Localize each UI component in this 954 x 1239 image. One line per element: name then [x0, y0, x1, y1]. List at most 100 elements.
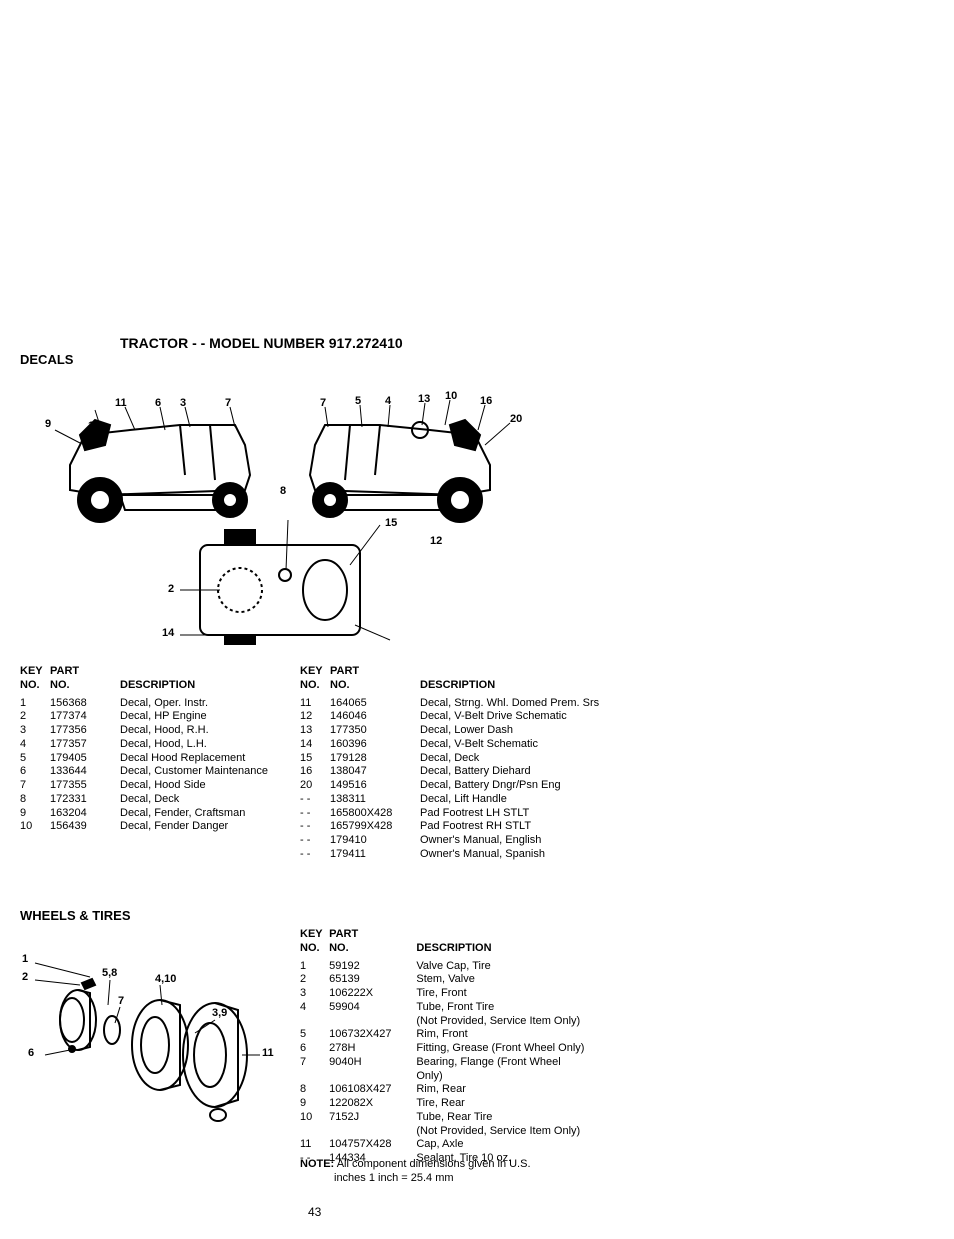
callout: 13	[88, 420, 100, 432]
decals-table-right: KEY PART NO. NO. DESCRIPTION 11164065Dec…	[300, 665, 610, 862]
table-row: 8172331Decal, Deck	[20, 793, 310, 807]
section-decals: DECALS	[20, 352, 73, 367]
cell-key: 7	[300, 1056, 329, 1070]
cell-key: - -	[300, 848, 330, 862]
table-row: 13177350Decal, Lower Dash	[300, 724, 610, 738]
cell-part: 177374	[50, 710, 120, 724]
table-row: 6133644Decal, Customer Maintenance	[20, 765, 310, 779]
cell-desc: Tube, Rear Tire	[416, 1111, 620, 1125]
callout: 2	[168, 583, 174, 595]
table-row: 1156368Decal, Oper. Instr.	[20, 697, 310, 711]
table-row: 7177355Decal, Hood Side	[20, 779, 310, 793]
cell-part: 164065	[330, 697, 420, 711]
cell-desc: Decal, Battery Diehard	[420, 765, 610, 779]
callout: 16	[480, 395, 492, 407]
cell-key: 8	[20, 793, 50, 807]
note-text2: inches 1 inch = 25.4 mm	[334, 1172, 454, 1184]
table-row: 159192Valve Cap, Tire	[300, 960, 620, 974]
callout: 4,10	[155, 973, 176, 985]
cell-desc: (Not Provided, Service Item Only)	[416, 1015, 620, 1029]
cell-key: 10	[300, 1111, 329, 1125]
table-row: 459904Tube, Front Tire	[300, 1001, 620, 1015]
table-row: 265139Stem, Valve	[300, 973, 620, 987]
cell-key: 2	[300, 973, 329, 987]
table-row: 16138047Decal, Battery Diehard	[300, 765, 610, 779]
cell-part: 278H	[329, 1042, 416, 1056]
callout: 2	[22, 971, 28, 983]
cell-part: 138311	[330, 793, 420, 807]
table-row: 2177374Decal, HP Engine	[20, 710, 310, 724]
cell-desc: Decal, Lower Dash	[420, 724, 610, 738]
callout: 9	[45, 418, 51, 430]
table-row: 3177356Decal, Hood, R.H.	[20, 724, 310, 738]
table-row: 8106108X427Rim, Rear	[300, 1083, 620, 1097]
table-row: 4177357Decal, Hood, L.H.	[20, 738, 310, 752]
hdr-part2: NO.	[330, 679, 420, 693]
cell-part: 165799X428	[330, 820, 420, 834]
cell-part: 179410	[330, 834, 420, 848]
hdr-desc: DESCRIPTION	[416, 942, 620, 956]
section-wheels: WHEELS & TIRES	[20, 908, 131, 923]
hdr-part: PART	[330, 665, 420, 679]
callout: 4	[385, 395, 391, 407]
cell-part	[329, 1015, 416, 1029]
cell-key: - -	[300, 834, 330, 848]
cell-key: 1	[300, 960, 329, 974]
cell-desc: Decal, Hood Side	[120, 779, 310, 793]
cell-key: 9	[20, 807, 50, 821]
table-row: - -179411Owner's Manual, Spanish	[300, 848, 610, 862]
cell-part: 156368	[50, 697, 120, 711]
cell-key	[300, 1015, 329, 1029]
cell-key: 16	[300, 765, 330, 779]
cell-key: 2	[20, 710, 50, 724]
cell-part: 9040H	[329, 1056, 416, 1070]
cell-key: 4	[300, 1001, 329, 1015]
callout: 7	[225, 397, 231, 409]
cell-desc: Decal, Lift Handle	[420, 793, 610, 807]
table-row: 3106222XTire, Front	[300, 987, 620, 1001]
table-row: 5179405Decal Hood Replacement	[20, 752, 310, 766]
hdr-key: KEY	[300, 928, 329, 942]
cell-desc: Cap, Axle	[416, 1138, 620, 1152]
hdr-part: PART	[50, 665, 120, 679]
table-row: - -165799X428Pad Footrest RH STLT	[300, 820, 610, 834]
cell-key: 4	[20, 738, 50, 752]
callout: 8	[280, 485, 286, 497]
cell-desc: Rim, Front	[416, 1028, 620, 1042]
table-row: 107152JTube, Rear Tire	[300, 1111, 620, 1125]
cell-desc: Decal, Customer Maintenance	[120, 765, 310, 779]
hdr-part2: NO.	[329, 942, 416, 956]
cell-key: 9	[300, 1097, 329, 1111]
cell-part: 106222X	[329, 987, 416, 1001]
cell-part: 165800X428	[330, 807, 420, 821]
table-row: - -165800X428Pad Footrest LH STLT	[300, 807, 610, 821]
table-row: 14160396Decal, V-Belt Schematic	[300, 738, 610, 752]
cell-part: 106732X427	[329, 1028, 416, 1042]
cell-key: - -	[300, 807, 330, 821]
cell-key: 20	[300, 779, 330, 793]
cell-part: 122082X	[329, 1097, 416, 1111]
cell-key: 1	[20, 697, 50, 711]
cell-key	[300, 1070, 329, 1084]
table-row: 9163204Decal, Fender, Craftsman	[20, 807, 310, 821]
hdr-desc: DESCRIPTION	[120, 679, 310, 693]
cell-part: 160396	[330, 738, 420, 752]
hdr-key2: NO.	[300, 942, 329, 956]
cell-desc: Decal, V-Belt Drive Schematic	[420, 710, 610, 724]
cell-desc: Decal, Hood, R.H.	[120, 724, 310, 738]
cell-key: 11	[300, 1138, 329, 1152]
cell-key: 5	[20, 752, 50, 766]
callout: 6	[28, 1047, 34, 1059]
hdr-key: KEY	[20, 665, 50, 679]
table-row: 11104757X428Cap, Axle	[300, 1138, 620, 1152]
table-row: 20149516Decal, Battery Dngr/Psn Eng	[300, 779, 610, 793]
cell-part: 179411	[330, 848, 420, 862]
hdr-key2: NO.	[20, 679, 50, 693]
hdr-key2: NO.	[300, 679, 330, 693]
cell-part	[329, 1070, 416, 1084]
cell-key: - -	[300, 793, 330, 807]
table-row: (Not Provided, Service Item Only)	[300, 1125, 620, 1139]
cell-part: 7152J	[329, 1111, 416, 1125]
cell-desc: Only)	[416, 1070, 620, 1084]
wheels-diagram: 1 2 5,8 4,10 7 3,9 6 11	[20, 945, 280, 1125]
